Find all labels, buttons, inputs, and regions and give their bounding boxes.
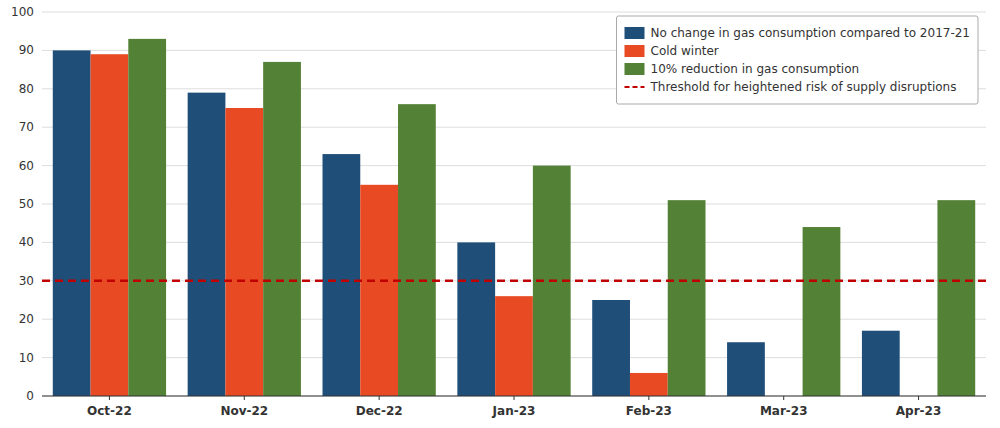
bar: [91, 54, 129, 396]
y-tick-label: 10: [19, 351, 34, 365]
y-axis: 0 10 20 30 40 50 60 70 80 90 100: [11, 5, 34, 403]
bars: [53, 39, 975, 396]
bar: [263, 62, 301, 396]
x-tick: [783, 396, 784, 400]
bar: [592, 300, 630, 396]
x-tick-label: Dec-22: [356, 404, 403, 418]
grid: [42, 12, 986, 396]
bar: [457, 242, 495, 396]
chart: 0 10 20 30 40 50 60 70 80 90 100 Oct-22 Nov-22 Dec-22…: [0, 0, 1000, 428]
legend-label: 10% reduction in gas consumption: [651, 62, 860, 76]
legend-label: Cold winter: [651, 44, 719, 58]
x-tick: [244, 396, 245, 400]
x-tick-label: Mar-23: [760, 404, 808, 418]
bar: [727, 342, 765, 396]
bar: [128, 39, 166, 396]
bar: [495, 296, 533, 396]
bar: [668, 200, 706, 396]
legend-swatch: [625, 63, 645, 75]
grid-line: [42, 127, 986, 128]
legend-swatch: [625, 27, 645, 39]
bar: [398, 104, 436, 396]
grid-line: [42, 204, 986, 205]
threshold: [42, 280, 986, 281]
x-tick-label: Nov-22: [220, 404, 268, 418]
bar-series: [91, 54, 668, 396]
y-tick-label: 90: [19, 43, 34, 57]
x-tick-label: Jan-23: [492, 404, 536, 418]
x-tick: [648, 396, 649, 400]
y-tick-label: 60: [19, 159, 34, 173]
legend-swatch: [625, 86, 645, 88]
x-axis: Oct-22 Nov-22 Dec-22 Jan-23 Feb-23 Mar-23 Apr-…: [42, 396, 986, 418]
bar: [937, 200, 975, 396]
threshold-line: [42, 280, 986, 283]
y-tick-label: 20: [19, 312, 34, 326]
bar: [323, 154, 361, 396]
y-tick-label: 40: [19, 235, 34, 249]
chart-container: 0 10 20 30 40 50 60 70 80 90 100 Oct-22 Nov-22 Dec-22…: [0, 0, 1000, 428]
bar: [360, 185, 398, 396]
legend-frame: [617, 16, 979, 104]
grid-line: [42, 165, 986, 166]
bar: [862, 331, 900, 396]
legend-label: No change in gas consumption compared to…: [651, 26, 971, 40]
y-tick-label: 80: [19, 82, 34, 96]
x-tick-label: Apr-23: [896, 404, 941, 418]
y-tick-label: 100: [11, 5, 34, 19]
y-tick-label: 0: [26, 389, 34, 403]
x-tick-label: Oct-22: [87, 404, 132, 418]
grid-line: [42, 242, 986, 243]
legend: No change in gas consumption compared to…: [617, 16, 979, 104]
y-tick-label: 50: [19, 197, 34, 211]
bar: [803, 227, 841, 396]
x-tick-label: Feb-23: [626, 404, 672, 418]
bar: [630, 373, 668, 396]
x-tick: [109, 396, 110, 400]
x-tick: [918, 396, 919, 400]
x-tick: [514, 396, 515, 400]
bar-series: [128, 39, 975, 396]
grid-line: [42, 280, 986, 281]
legend-label: Threshold for heightened risk of supply …: [650, 80, 957, 94]
legend-swatch: [625, 45, 645, 57]
bar: [53, 50, 91, 396]
grid-line: [42, 12, 986, 13]
x-tick: [379, 396, 380, 400]
bar: [225, 108, 263, 396]
y-tick-label: 70: [19, 120, 34, 134]
bar: [188, 93, 226, 396]
y-tick-label: 30: [19, 274, 34, 288]
